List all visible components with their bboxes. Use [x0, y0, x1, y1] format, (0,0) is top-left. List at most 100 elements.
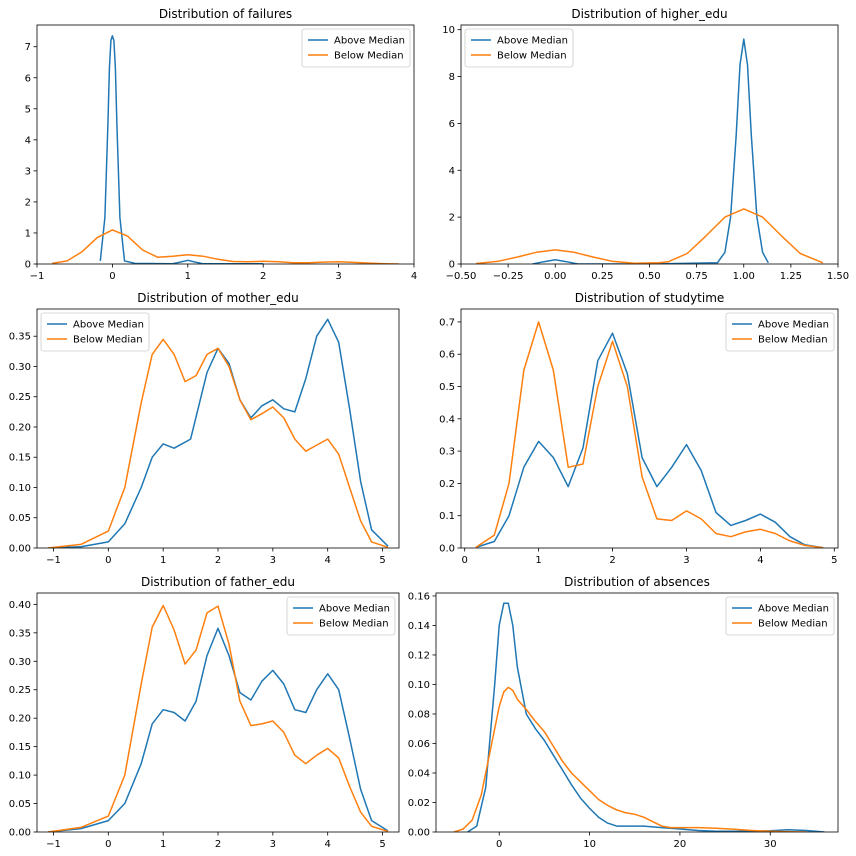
y-tick-label: 0.06 [408, 739, 430, 750]
x-tick-label: 10 [583, 839, 596, 850]
legend-label: Below Median [758, 619, 828, 630]
legend-label: Above Median [758, 320, 829, 331]
y-tick-label: 6 [449, 119, 455, 130]
x-tick-label: 5 [831, 555, 837, 566]
x-tick-label: 2 [260, 271, 266, 282]
legend-box [725, 312, 835, 352]
y-tick-label: 0.1 [439, 511, 455, 522]
x-tick-label: 1.00 [733, 271, 755, 282]
chart-panel: −0.50 −0.25 0.00 0.25 0.50 0.75 1.00 1.25 1.50 0 2… [442, 7, 849, 282]
y-tick-label: 0.14 [408, 621, 430, 632]
x-tick-label: 3 [270, 555, 276, 566]
y-tick-label: 0.40 [9, 600, 31, 611]
y-tick-label: 0.00 [9, 544, 31, 555]
x-tick-label: 3 [335, 271, 341, 282]
series-line-below-median [475, 321, 824, 548]
x-tick-label: 0.25 [591, 271, 613, 282]
legend: Above Median Below Median [301, 28, 411, 68]
x-tick-label: −1 [46, 555, 61, 566]
x-tick-label: 0 [496, 839, 502, 850]
legend-label: Above Median [334, 36, 405, 47]
y-tick-label: 0.10 [9, 483, 31, 494]
x-tick-label: 20 [674, 839, 687, 850]
series-line-below-median [476, 208, 824, 264]
x-tick-label: 30 [764, 839, 777, 850]
y-tick-label: 0.3 [439, 447, 455, 458]
chart-panel: −1 0 1 2 3 4 5 0.00 0.05 0.10 0.15 0.20 0.25 0.30 0.35… [9, 575, 400, 850]
y-tick-label: 0.6 [439, 350, 455, 361]
legend-label: Below Median [73, 335, 143, 346]
y-tick-label: 0.25 [9, 392, 31, 403]
y-tick-label: 0.4 [439, 414, 455, 425]
y-tick-label: 0.7 [439, 317, 455, 328]
x-tick-label: 3 [683, 555, 689, 566]
x-tick-label: 1 [160, 839, 166, 850]
chart-title: Distribution of absences [564, 575, 710, 589]
x-tick-label: 1 [160, 555, 166, 566]
chart-title: Distribution of higher_edu [571, 7, 727, 21]
y-tick-label: 0.0 [439, 544, 455, 555]
y-tick-label: 0.2 [439, 479, 455, 490]
series-line-below-median [47, 604, 389, 832]
x-tick-label: 0 [462, 555, 468, 566]
x-tick-label: 1.50 [827, 271, 849, 282]
y-tick-label: 0.25 [9, 685, 31, 696]
x-tick-label: 4 [325, 839, 331, 850]
y-tick-label: 0.35 [9, 332, 31, 343]
y-tick-label: 10 [442, 25, 455, 36]
y-tick-label: 7 [25, 42, 31, 53]
legend: Above Median Below Median [40, 312, 150, 352]
y-tick-label: 0.05 [9, 799, 31, 810]
y-tick-label: 3 [25, 166, 31, 177]
legend-label: Below Median [319, 619, 389, 630]
legend-box [301, 28, 411, 68]
series-line-above-median [475, 332, 824, 548]
y-tick-label: 0.00 [9, 828, 31, 839]
x-tick-label: 0.75 [685, 271, 707, 282]
y-tick-label: 2 [25, 197, 31, 208]
axes-frame [36, 24, 415, 265]
legend-box [464, 28, 574, 68]
x-tick-label: 0 [105, 839, 111, 850]
legend-box [725, 596, 835, 636]
legend: Above Median Below Median [464, 28, 574, 68]
y-tick-label: 0.20 [9, 714, 31, 725]
chart-title: Distribution of father_edu [141, 575, 295, 589]
legend: Above Median Below Median [286, 596, 396, 636]
y-tick-label: 0.16 [408, 591, 430, 602]
y-tick-label: 8 [449, 72, 455, 83]
y-tick-label: 0.08 [408, 709, 430, 720]
y-tick-label: 4 [25, 135, 31, 146]
legend-box [286, 596, 396, 636]
legend-label: Below Median [758, 335, 828, 346]
legend: Above Median Below Median [725, 596, 835, 636]
y-tick-label: 0.10 [9, 771, 31, 782]
chart-panel: 0 1 2 3 4 5 0.0 0.1 0.2 0.3 0.4 0.5 0.6 0.7 Distributi… [439, 291, 839, 566]
axes-frame [435, 592, 839, 833]
series-line-above-median [47, 627, 389, 832]
x-tick-label: 4 [325, 555, 331, 566]
y-tick-label: 0.30 [9, 657, 31, 668]
y-tick-label: 0.05 [9, 513, 31, 524]
series-line-above-median [47, 318, 389, 548]
legend-label: Above Median [497, 36, 568, 47]
x-tick-label: −0.50 [446, 271, 477, 282]
series-line-below-median [453, 686, 807, 832]
x-tick-label: 4 [757, 555, 763, 566]
series-line-below-median [47, 338, 389, 548]
x-tick-label: 1.25 [780, 271, 802, 282]
y-tick-label: 2 [449, 213, 455, 224]
y-tick-label: 0.5 [439, 382, 455, 393]
y-tick-label: 0.00 [408, 828, 430, 839]
y-tick-label: 1 [25, 228, 31, 239]
series-line-above-median [467, 602, 825, 832]
x-tick-label: 0.00 [544, 271, 566, 282]
y-tick-label: 0.15 [9, 453, 31, 464]
chart-panel: 0 10 20 30 0.00 0.02 0.04 0.06 0.08 0.10 0.12 0.14 0… [408, 575, 839, 850]
x-tick-label: −1 [46, 839, 61, 850]
x-tick-label: 5 [379, 839, 385, 850]
legend-label: Below Median [334, 51, 404, 62]
y-tick-label: 0.30 [9, 362, 31, 373]
legend-box [40, 312, 150, 352]
y-tick-label: 0.12 [408, 650, 430, 661]
